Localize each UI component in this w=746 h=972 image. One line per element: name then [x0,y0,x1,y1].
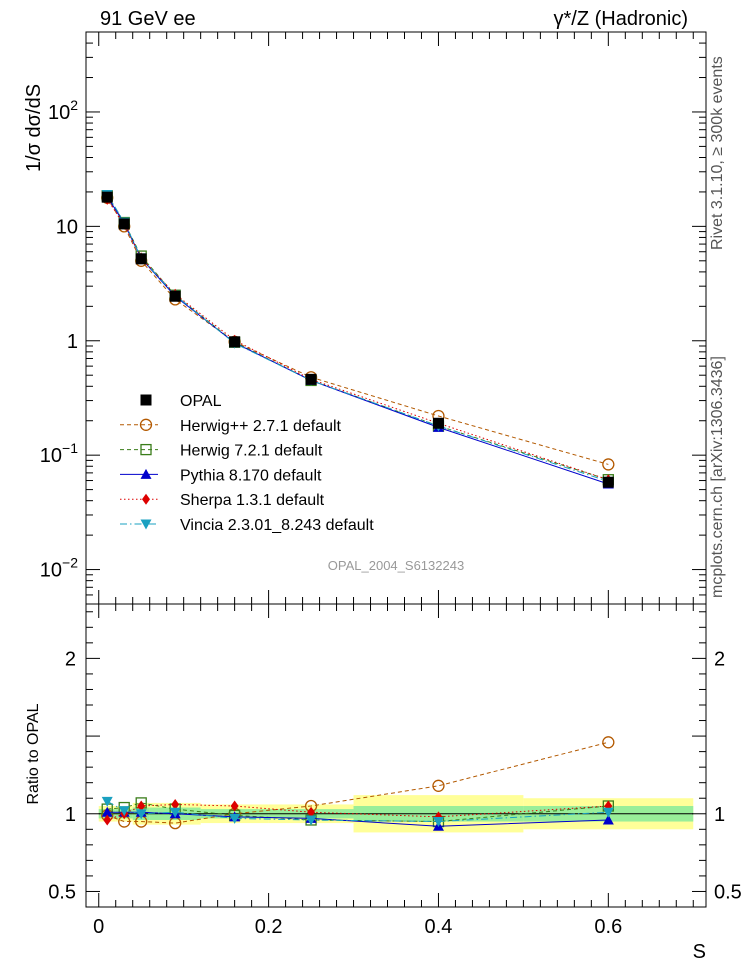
legend-label: Pythia 8.170 default [180,467,322,484]
ratio-series-line [107,802,609,823]
y-tick-label: 10 [56,216,78,238]
legend-marker [140,519,152,530]
ratio-point [118,806,130,817]
mcplots-side-label: mcplots.cern.ch [arXiv:1306.3436] [709,356,726,598]
data-point [135,253,147,265]
legend-label: Vincia 2.3.01_8.243 default [180,517,374,534]
legend-marker [142,493,150,505]
data-point [602,458,615,471]
ratio-point [602,807,614,818]
data-point [118,218,130,230]
x-tick-label: 0 [93,916,104,938]
ratio-point [229,813,241,824]
x-tick-label: 0.6 [594,916,622,938]
data-point [101,191,113,203]
ratio-point [103,814,112,826]
ratio-point [307,806,316,818]
ratio-point [432,817,444,828]
y-tick-label: 0.5 [48,881,76,903]
ratio-y-axis-title: Ratio to OPAL [25,703,42,804]
ratio-plot-frame [85,603,707,908]
legend-label: Herwig++ 2.7.1 default [180,418,342,435]
ratio-point [171,798,180,810]
header-right-title: γ*/Z (Hadronic) [554,8,688,30]
ratio-point [135,809,147,820]
legend-marker [140,443,152,456]
ratio-point [230,800,239,812]
rivet-side-label: Rivet 3.1.10, ≥ 300k events [709,56,726,250]
ratio-point [101,796,113,807]
y-tick-label-right: 0.5 [714,881,742,903]
legend-label: Sherpa 1.3.1 default [180,492,325,509]
ratio-point [101,806,113,817]
main-panel: 10−2 10−1 1 10 102 [40,31,707,605]
ratio-point [169,807,181,818]
y-tick-label: 102 [48,97,78,124]
ratio-series-line [107,741,609,824]
legend-label: Herwig 7.2.1 default [180,443,323,460]
y-tick-label: 1 [65,804,76,826]
data-point [229,336,241,348]
ratio-panel: 0 0.2 0.4 0.6 0.5 0.5 1 1 2 2 [48,603,742,938]
y-tick-label: 2 [65,648,76,670]
y-tick-label: 10−2 [40,555,78,582]
ratio-point [432,779,445,792]
data-point [305,373,317,385]
y-tick-label-right: 1 [714,804,725,826]
y-tick-label: 1 [67,331,78,353]
data-point [169,290,181,302]
x-axis-title: S [693,941,706,963]
ratio-point [602,736,615,749]
y-tick-label: 10−1 [40,440,78,467]
legend-marker [140,468,152,479]
main-y-axis-title: 1/σ dσ/dS [23,84,45,172]
legend: OPAL Herwig++ 2.7.1 default Herwig 7.2.1 d… [120,393,374,534]
legend-marker [139,418,153,431]
ratio-point [602,814,614,825]
x-tick-label: 0.2 [255,916,283,938]
y-tick-label-right: 2 [714,648,725,670]
data-point [432,417,444,429]
ratio-point [305,815,317,826]
ratio-point [137,800,146,812]
legend-label: OPAL [180,393,222,410]
series-line [106,199,609,481]
data-point [602,476,614,488]
analysis-watermark: OPAL_2004_S6132243 [328,558,464,573]
header-left-title: 91 GeV ee [100,8,196,30]
legend-marker [140,394,152,406]
x-tick-label: 0.4 [425,916,453,938]
